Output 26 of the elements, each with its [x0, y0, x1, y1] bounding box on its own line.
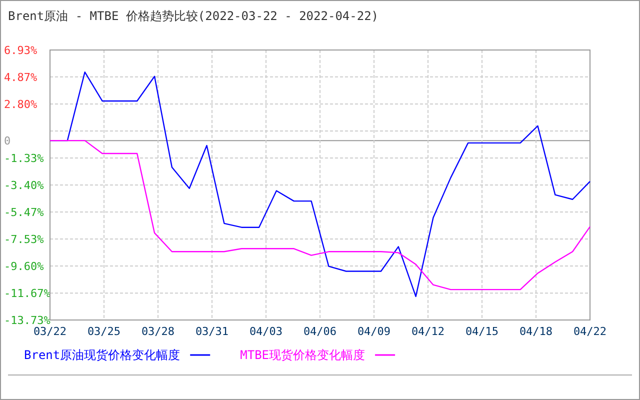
y-tick-label: -13.73%	[4, 314, 51, 327]
y-tick-label: 2.80%	[4, 98, 38, 111]
y-tick-label: 6.93%	[4, 44, 38, 57]
legend-label: MTBE现货价格变化幅度	[240, 348, 366, 362]
y-tick-label: 0	[4, 134, 11, 148]
x-tick-label: 03/25	[87, 325, 121, 338]
x-tick-label: 04/22	[573, 325, 607, 338]
y-tick-label: -1.33%	[4, 152, 44, 165]
x-tick-label: 03/22	[33, 325, 67, 338]
y-tick-label: -9.60%	[4, 260, 44, 274]
y-tick-label: -7.53%	[4, 232, 44, 246]
chart-title: Brent原油 - MTBE 价格趋势比较(2022-03-22 - 2022-04-22)	[8, 9, 379, 23]
x-tick-label: 04/12	[411, 325, 445, 338]
y-tick-label: -11.67%	[4, 287, 51, 300]
x-tick-label: 04/09	[357, 325, 391, 338]
x-tick-label: 04/15	[465, 325, 499, 338]
y-tick-label: -5.47%	[4, 206, 44, 220]
x-tick-label: 04/18	[519, 325, 553, 338]
x-tick-label: 03/28	[141, 325, 175, 338]
x-tick-label: 04/03	[249, 325, 283, 338]
y-tick-label: -3.40%	[4, 179, 44, 192]
line-series	[49, 140, 591, 290]
legend-label: Brent原油现货价格变化幅度	[24, 348, 180, 362]
x-tick-label: 03/31	[195, 325, 229, 338]
x-tick-label: 04/06	[303, 325, 337, 338]
y-tick-label: 4.87%	[4, 70, 38, 84]
